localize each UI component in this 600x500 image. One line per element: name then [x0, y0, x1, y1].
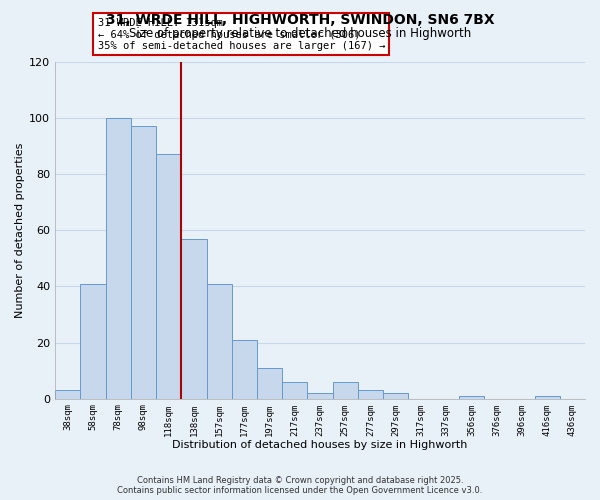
Bar [307, 393, 332, 398]
Bar [181, 238, 206, 398]
Bar [156, 154, 181, 398]
Text: 31 WRDE HILL: 131sqm
← 64% of detached houses are smaller (306)
35% of semi-deta: 31 WRDE HILL: 131sqm ← 64% of detached h… [98, 18, 385, 51]
Text: Contains HM Land Registry data © Crown copyright and database right 2025.
Contai: Contains HM Land Registry data © Crown c… [118, 476, 482, 495]
X-axis label: Distribution of detached houses by size in Highworth: Distribution of detached houses by size … [172, 440, 468, 450]
Text: 31, WRDE HILL, HIGHWORTH, SWINDON, SN6 7BX: 31, WRDE HILL, HIGHWORTH, SWINDON, SN6 7… [106, 12, 494, 26]
Text: Size of property relative to detached houses in Highworth: Size of property relative to detached ho… [129, 28, 471, 40]
Bar [459, 396, 484, 398]
Bar [131, 126, 156, 398]
Bar [257, 368, 282, 398]
Bar [282, 382, 307, 398]
Bar [332, 382, 358, 398]
Bar [383, 393, 409, 398]
Bar [535, 396, 560, 398]
Bar [206, 284, 232, 399]
Bar [55, 390, 80, 398]
Y-axis label: Number of detached properties: Number of detached properties [15, 142, 25, 318]
Bar [80, 284, 106, 399]
Bar [358, 390, 383, 398]
Bar [106, 118, 131, 398]
Bar [232, 340, 257, 398]
